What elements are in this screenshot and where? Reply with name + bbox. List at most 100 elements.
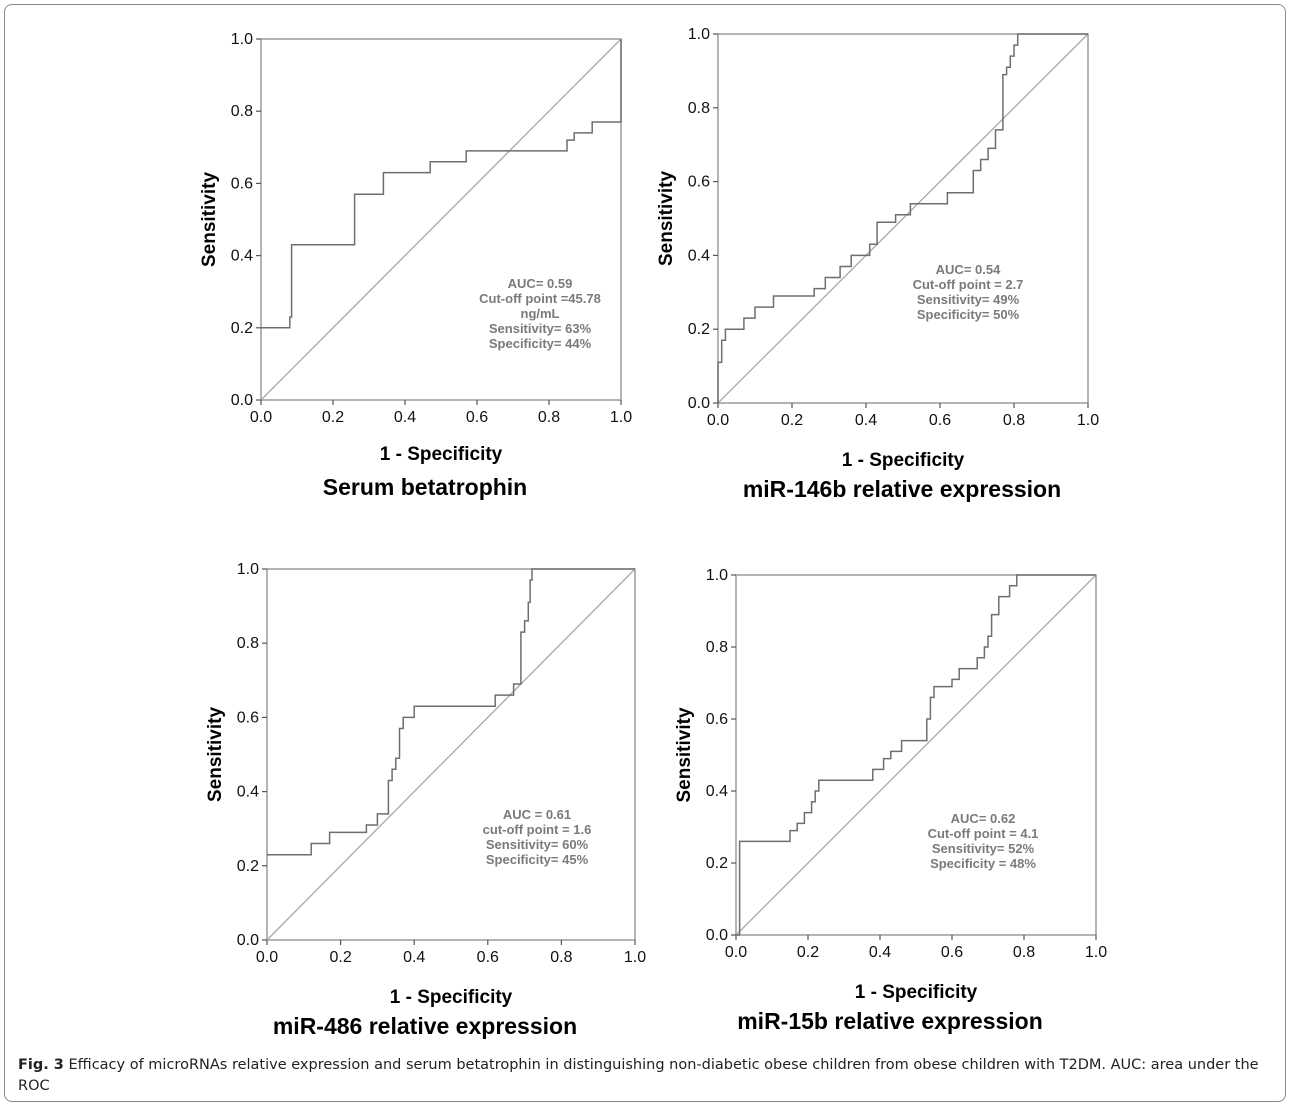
x-tick-label: 0.2 bbox=[322, 409, 344, 426]
y-tick-label: 0.4 bbox=[706, 783, 728, 800]
x-tick-label: 0.2 bbox=[797, 944, 819, 961]
panel-label: Serum betatrophin bbox=[322, 474, 528, 500]
roc-curve-line bbox=[267, 568, 635, 856]
auc-annotation-line: AUC= 0.59 bbox=[508, 276, 573, 291]
y-tick-label: 1.0 bbox=[231, 31, 253, 48]
x-tick-label: 1.0 bbox=[1085, 944, 1107, 961]
x-tick-label: 1.0 bbox=[1077, 412, 1099, 429]
x-axis-title: 1 - Specificity bbox=[390, 987, 513, 1008]
auc-annotation-line: AUC = 0.61 bbox=[503, 807, 571, 822]
x-tick-label: 1.0 bbox=[624, 949, 646, 966]
y-tick-label: 0.6 bbox=[231, 175, 253, 192]
y-tick-label: 0.0 bbox=[237, 932, 259, 949]
y-tick-label: 0.6 bbox=[688, 174, 710, 191]
figure-frame bbox=[4, 4, 1286, 1102]
y-tick-label: 1.0 bbox=[237, 561, 259, 578]
roc-chart-svg: 0.0 0.2 0.4 0.6 0.8 1.0 0.0 0.2 0.4 0.6 0.8 1.0 AUC=… bbox=[199, 31, 632, 465]
y-axis-title: Sensitivity bbox=[674, 707, 695, 802]
roc-curve-line bbox=[736, 574, 1096, 936]
y-tick-label: 0.0 bbox=[231, 392, 253, 409]
auc-annotation-line: Specificity = 48% bbox=[930, 856, 1036, 871]
auc-annotation-line: Specificity= 45% bbox=[486, 852, 589, 867]
roc-chart-svg: 0.0 0.2 0.4 0.6 0.8 1.0 0.0 0.2 0.4 0.6 0.8 1.0 AUC=… bbox=[656, 26, 1099, 471]
y-tick-label: 0.2 bbox=[688, 321, 710, 338]
reference-diagonal-line bbox=[260, 38, 622, 401]
roc-chart-svg: 0.0 0.2 0.4 0.6 0.8 1.0 0.0 0.2 0.4 0.6 0.8 1.0 AUC=… bbox=[674, 567, 1107, 1003]
auc-annotation-line: Specificity= 50% bbox=[917, 307, 1020, 322]
x-tick-label: 0.2 bbox=[329, 949, 351, 966]
y-tick-label: 0.0 bbox=[688, 395, 710, 412]
auc-annotation-line: ng/mL bbox=[521, 306, 560, 321]
y-axis-title: Sensitivity bbox=[199, 172, 220, 267]
y-axis-title: Sensitivity bbox=[205, 707, 226, 802]
panel-label: miR-146b relative expression bbox=[742, 476, 1062, 502]
x-tick-label: 0.6 bbox=[941, 944, 963, 961]
reference-diagonal-line bbox=[717, 33, 1089, 404]
y-tick-label: 0.2 bbox=[237, 858, 259, 875]
plot-frame bbox=[266, 568, 636, 941]
y-tick-label: 0.4 bbox=[231, 248, 253, 265]
auc-annotation-line: Sensitivity= 63% bbox=[489, 321, 592, 336]
roc-chart-svg: 0.0 0.2 0.4 0.6 0.8 1.0 0.0 0.2 0.4 0.6 0.8 1.0 AUC … bbox=[205, 561, 646, 1008]
auc-annotation-line: Sensitivity= 52% bbox=[932, 841, 1035, 856]
x-tick-label: 0.6 bbox=[929, 412, 951, 429]
roc-curve-line bbox=[717, 33, 1088, 403]
plot-frame bbox=[735, 574, 1097, 936]
x-tick-label: 0.0 bbox=[250, 409, 272, 426]
auc-annotation-line: Sensitivity= 60% bbox=[486, 837, 589, 852]
auc-annotation-line: Specificity= 44% bbox=[489, 336, 592, 351]
x-tick-label: 0.8 bbox=[1013, 944, 1035, 961]
auc-annotation-line: cut-off point = 1.6 bbox=[483, 822, 592, 837]
y-tick-label: 1.0 bbox=[688, 26, 710, 43]
auc-annotation-line: Cut-off point =45.78 bbox=[479, 291, 601, 306]
x-tick-label: 0.6 bbox=[466, 409, 488, 426]
y-tick-label: 0.6 bbox=[706, 711, 728, 728]
x-tick-label: 0.4 bbox=[394, 409, 416, 426]
reference-diagonal-line bbox=[735, 574, 1097, 936]
auc-annotation-line: Cut-off point = 2.7 bbox=[913, 277, 1024, 292]
y-tick-label: 0.8 bbox=[231, 103, 253, 120]
x-tick-label: 0.4 bbox=[403, 949, 425, 966]
roc-curve-line bbox=[261, 39, 622, 329]
x-tick-label: 0.2 bbox=[781, 412, 803, 429]
x-tick-label: 0.8 bbox=[538, 409, 560, 426]
x-axis-title: 1 - Specificity bbox=[855, 982, 978, 1003]
auc-annotation-line: AUC= 0.54 bbox=[936, 262, 1001, 277]
x-tick-label: 0.0 bbox=[707, 412, 729, 429]
roc-panel-mir-15b: 0.0 0.2 0.4 0.6 0.8 1.0 0.0 0.2 0.4 0.6 0.8 1.0 AUC=… bbox=[660, 560, 1120, 1045]
figure-caption: Fig. 3 Efficacy of microRNAs relative ex… bbox=[18, 1055, 1268, 1097]
plot-frame bbox=[717, 33, 1089, 404]
y-tick-label: 0.6 bbox=[237, 709, 259, 726]
y-tick-label: 0.8 bbox=[237, 635, 259, 652]
y-tick-label: 0.8 bbox=[706, 639, 728, 656]
x-axis-title: 1 - Specificity bbox=[380, 444, 503, 465]
roc-panel-mir-146b: 0.0 0.2 0.4 0.6 0.8 1.0 0.0 0.2 0.4 0.6 0.8 1.0 AUC=… bbox=[656, 18, 1132, 503]
x-tick-label: 0.4 bbox=[869, 944, 891, 961]
y-tick-label: 0.4 bbox=[688, 247, 710, 264]
caption-fig-label: Fig. 3 bbox=[18, 1057, 64, 1073]
auc-annotation-line: AUC= 0.62 bbox=[951, 811, 1016, 826]
y-tick-label: 1.0 bbox=[706, 567, 728, 584]
x-tick-label: 0.0 bbox=[725, 944, 747, 961]
x-tick-label: 0.8 bbox=[1003, 412, 1025, 429]
x-tick-label: 0.0 bbox=[256, 949, 278, 966]
x-axis-title: 1 - Specificity bbox=[842, 450, 965, 471]
y-tick-label: 0.2 bbox=[706, 855, 728, 872]
panel-label: miR-15b relative expression bbox=[737, 1008, 1043, 1034]
y-tick-label: 0.0 bbox=[706, 927, 728, 944]
y-tick-label: 0.2 bbox=[231, 320, 253, 337]
y-tick-label: 0.8 bbox=[688, 100, 710, 117]
x-tick-label: 0.8 bbox=[550, 949, 572, 966]
x-tick-label: 0.4 bbox=[855, 412, 877, 429]
auc-annotation-line: Cut-off point = 4.1 bbox=[928, 826, 1039, 841]
plot-frame bbox=[260, 38, 622, 401]
auc-annotation-line: Sensitivity= 49% bbox=[917, 292, 1020, 307]
roc-panel-mir-486: 0.0 0.2 0.4 0.6 0.8 1.0 0.0 0.2 0.4 0.6 0.8 1.0 AUC … bbox=[195, 553, 655, 1043]
roc-panel-serum-betatrophin: 0.0 0.2 0.4 0.6 0.8 1.0 0.0 0.2 0.4 0.6 0.8 1.0 AUC=… bbox=[195, 18, 655, 503]
y-axis-title: Sensitivity bbox=[656, 171, 677, 266]
y-tick-label: 0.4 bbox=[237, 784, 259, 801]
panel-label: miR-486 relative expression bbox=[272, 1013, 578, 1039]
caption-text: Efficacy of microRNAs relative expressio… bbox=[18, 1057, 1259, 1094]
x-tick-label: 0.6 bbox=[477, 949, 499, 966]
reference-diagonal-line bbox=[266, 568, 636, 941]
